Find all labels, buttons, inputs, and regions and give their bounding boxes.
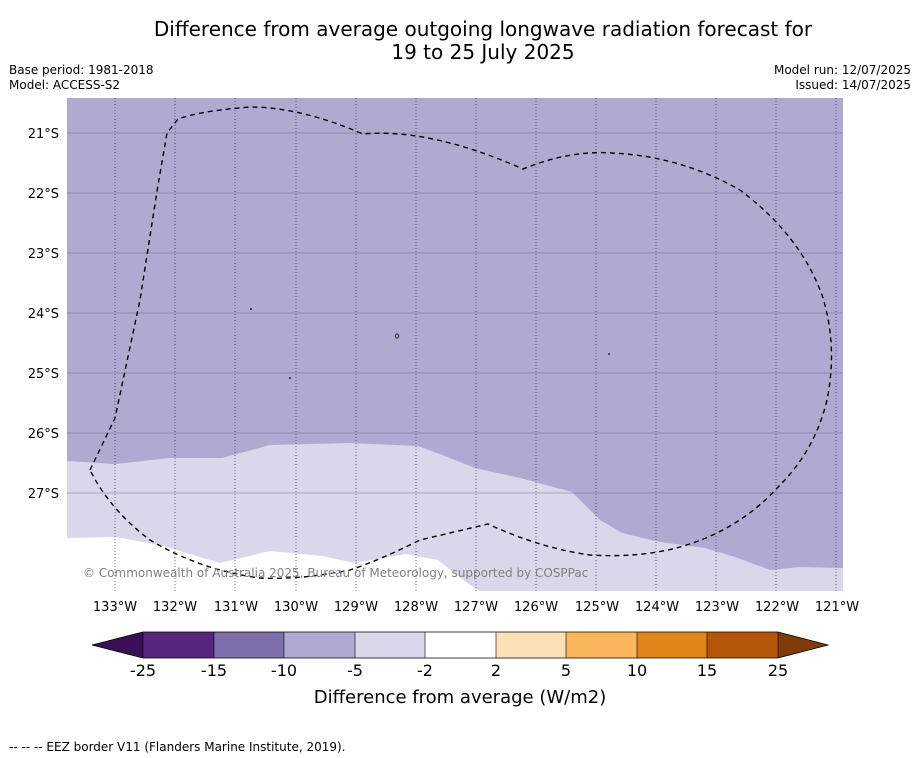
colorbar-segment (284, 632, 355, 658)
colorbar-tick: -25 (130, 661, 156, 680)
title-line-2: 19 to 25 July 2025 (391, 40, 575, 64)
map-title: Difference from average outgoing longwav… (0, 18, 919, 64)
colorbar-tick: 5 (561, 661, 571, 680)
lon-label: 132°W (153, 600, 197, 615)
colorbar-segment (214, 632, 284, 658)
lon-label: 133°W (93, 600, 137, 615)
meta-left: Base period: 1981-2018 Model: ACCESS-S2 (9, 63, 154, 93)
lon-label: 124°W (635, 600, 679, 615)
island-marker (394, 333, 399, 339)
lon-label: 128°W (394, 600, 438, 615)
colorbar-tick: 15 (697, 661, 717, 680)
island-marker (289, 377, 291, 379)
lon-label: 125°W (575, 600, 619, 615)
lat-label: 23°S (28, 247, 59, 262)
lon-label: 130°W (274, 600, 318, 615)
title-line-1: Difference from average outgoing longwav… (153, 17, 813, 41)
lon-label: 121°W (815, 600, 859, 615)
colorbar-segment (143, 632, 214, 658)
islands (250, 308, 610, 379)
colorbar-tick: -2 (417, 661, 433, 680)
colorbar-ticks: -25 -15 -10 -5 -2 2 5 10 15 25 (130, 661, 788, 680)
colorbar-segment (707, 632, 778, 658)
colorbar-tick: -5 (347, 661, 363, 680)
map-area: © Commonwealth of Australia 2025, Bureau… (67, 98, 843, 591)
colorbar-tick: 2 (491, 661, 501, 680)
colorbar-segment (425, 632, 496, 658)
island-marker (250, 308, 252, 310)
model-run: Model run: 12/07/2025 (773, 63, 911, 77)
model-name: Model: ACCESS-S2 (9, 78, 121, 92)
eez-legend-note: -- -- -- EEZ border V11 (Flanders Marine… (9, 740, 346, 754)
meta-right: Model run: 12/07/2025 Issued: 14/07/2025 (774, 63, 911, 93)
copyright-notice: © Commonwealth of Australia 2025, Bureau… (83, 566, 588, 580)
anomaly-field-white (67, 537, 480, 591)
lon-label: 122°W (755, 600, 799, 615)
colorbar-segment (637, 632, 707, 658)
colorbar: -25 -15 -10 -5 -2 2 5 10 15 25 Differenc… (91, 631, 830, 708)
lon-axis-labels: 133°W 132°W 131°W 130°W 129°W 128°W 127°… (93, 600, 859, 615)
colorbar-extend-max (778, 632, 828, 658)
lon-label: 126°W (514, 600, 558, 615)
lat-axis-labels: 21°S 22°S 23°S 24°S 25°S 26°S 27°S (28, 127, 59, 502)
base-period: Base period: 1981-2018 (9, 63, 154, 77)
lon-label: 131°W (214, 600, 258, 615)
colorbar-tick: -10 (271, 661, 297, 680)
colorbar-segment (496, 632, 566, 658)
colorbar-tick: 25 (768, 661, 788, 680)
colorbar-label: Difference from average (W/m2) (314, 687, 606, 708)
island-marker (608, 353, 610, 355)
lat-gridlines (67, 132, 843, 494)
lon-gridlines (114, 98, 837, 591)
colorbar-extend-min (92, 632, 143, 658)
lon-label: 123°W (695, 600, 739, 615)
colorbar-tick: 10 (627, 661, 647, 680)
colorbar-tick: -15 (201, 661, 227, 680)
lat-label: 22°S (28, 187, 59, 202)
lat-label: 24°S (28, 307, 59, 322)
lon-label: 129°W (334, 600, 378, 615)
lat-label: 25°S (28, 367, 59, 382)
colorbar-segment (566, 632, 637, 658)
issued-date: Issued: 14/07/2025 (795, 78, 911, 92)
lat-label: 26°S (28, 427, 59, 442)
lon-label: 127°W (454, 600, 498, 615)
lat-label: 21°S (28, 127, 59, 142)
colorbar-dividers (142, 632, 779, 658)
colorbar-segment (355, 632, 425, 658)
lat-label: 27°S (28, 487, 59, 502)
